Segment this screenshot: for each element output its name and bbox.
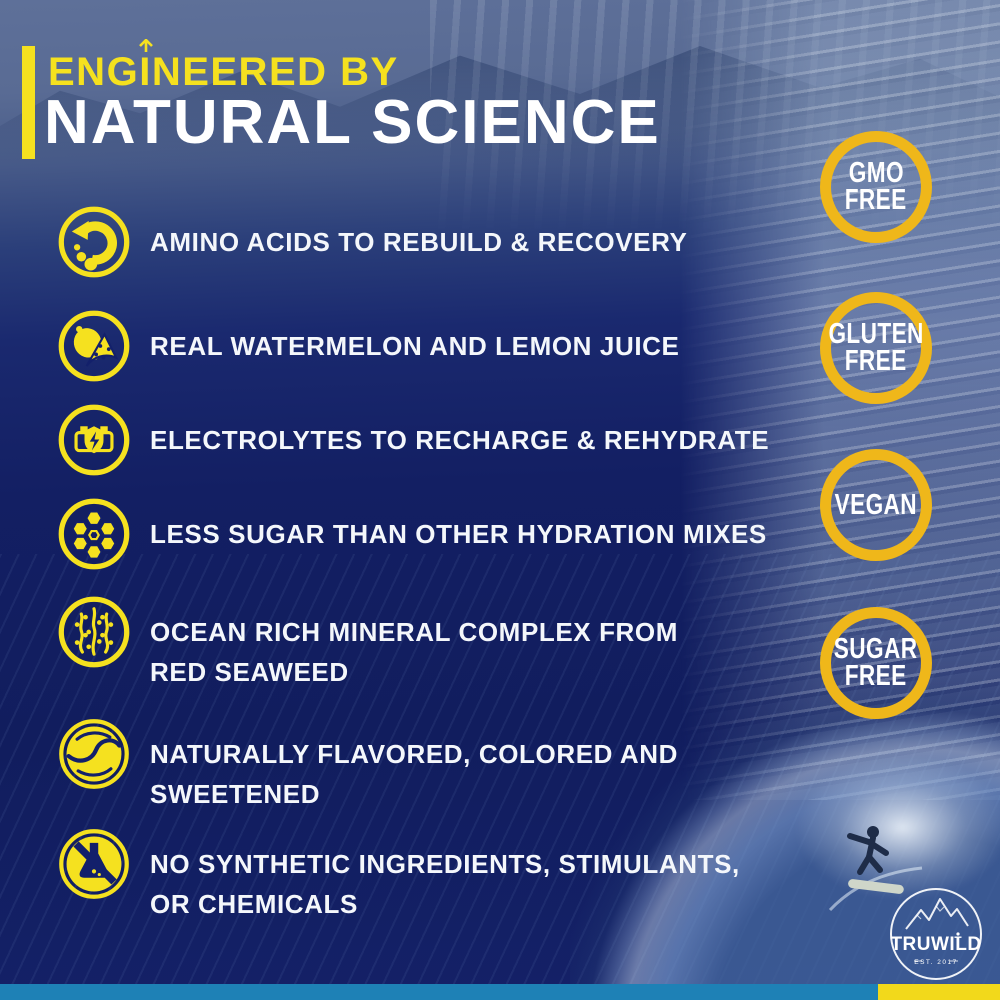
no-flask-icon [59,829,129,899]
brand-name: TRUWILD [890,934,981,955]
sugar-crystals-icon [58,498,130,570]
feature-text: NO SYNTHETIC INGREDIENTS, STIMULANTS, OR… [150,849,740,919]
eyebrow-suffix: NEERED BY [151,50,399,94]
badge-vegan: VEGAN [820,449,932,561]
mountains-icon [905,898,969,930]
feature-text: LESS SUGAR THAN OTHER HYDRATION MIXES [150,519,767,549]
feature-text: NATURALLY FLAVORED, COLORED AND SWEETENE… [150,739,679,809]
badge-gmo-free: GMO FREE [820,131,932,243]
bottom-bar [0,984,1000,1000]
feature-item-electrolytes: ELECTROLYTES TO RECHARGE & REHYDRATE [56,402,769,478]
feature-item-sugar: LESS SUGAR THAN OTHER HYDRATION MIXES [56,496,767,572]
surfer-image [828,826,923,912]
feature-item-minerals: OCEAN RICH MINERAL COMPLEX FROM RED SEAW… [56,594,678,692]
bottom-bar-accent [878,984,1000,1000]
badge-gluten-free: GLUTEN FREE [820,292,932,404]
feature-text: OCEAN RICH MINERAL COMPLEX FROM RED SEAW… [150,617,679,687]
amino-rebuild-icon [58,206,130,278]
feature-text: REAL WATERMELON AND LEMON JUICE [150,331,680,361]
eyebrow-title: ENG INEERED BY [48,39,399,94]
feature-text: AMINO ACIDS TO REBUILD & RECOVERY [150,227,688,257]
climber-icon [954,932,962,938]
feature-item-no-synthetic: NO SYNTHETIC INGREDIENTS, STIMULANTS, OR… [56,826,740,924]
leaf-swirl-icon [59,719,129,789]
established-year: EST. 2017 [914,959,958,966]
feature-text: ELECTROLYTES TO RECHARGE & REHYDRATE [150,425,770,455]
feature-item-fruit: REAL WATERMELON AND LEMON JUICE [56,308,679,384]
watermelon-lemon-icon [58,310,130,382]
seaweed-icon [58,596,130,668]
badge-sugar-free: SUGAR FREE [820,607,932,719]
eyebrow-prefix: ENG [48,50,140,94]
brand-logo: TRUWILD EST. 2017 [890,888,982,980]
arrow-letter: I [138,39,153,92]
title-accent-bar [22,46,35,159]
surf-spray [795,755,1000,900]
feature-item-amino: AMINO ACIDS TO REBUILD & RECOVERY [56,204,687,280]
battery-bolt-icon [58,404,130,476]
page-title: NATURAL SCIENCE [44,88,661,157]
feature-item-natural: NATURALLY FLAVORED, COLORED AND SWEETENE… [56,716,678,814]
up-arrow-icon [138,39,153,52]
